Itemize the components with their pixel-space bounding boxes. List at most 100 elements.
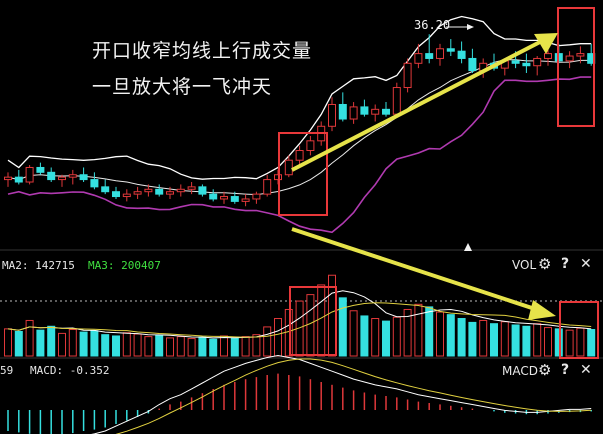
candle-body [47, 171, 56, 181]
candle [14, 169, 23, 185]
volume-bar [166, 337, 174, 357]
candle-body [382, 108, 390, 115]
volume-bar [500, 321, 509, 357]
volume-bars [4, 274, 596, 357]
volume-bar [155, 334, 164, 357]
candle-body [403, 62, 412, 89]
gear-icon[interactable]: ⚙ [538, 361, 552, 379]
volume-bar [47, 325, 56, 357]
highlight-box-volume-future [559, 301, 599, 359]
candle-body [25, 166, 34, 183]
volume-bar [220, 335, 228, 357]
candle [25, 165, 34, 185]
candle-body [565, 55, 574, 62]
candle [122, 189, 131, 202]
candle-body [176, 188, 185, 193]
volume-bar [468, 321, 477, 357]
volume-bar [565, 329, 574, 357]
candle-body [349, 106, 358, 120]
gear-icon[interactable]: ⚙ [538, 255, 552, 273]
volume-bar [14, 330, 23, 357]
candle [79, 167, 88, 183]
macd-dea-line [115, 358, 592, 434]
candle [446, 39, 455, 57]
peak-price-label: 36.20 [414, 18, 451, 32]
candle [360, 99, 369, 117]
candle-body [338, 103, 347, 120]
question-icon[interactable]: ? [561, 256, 570, 272]
candle [209, 189, 218, 202]
candle [176, 184, 185, 197]
macd-indicator-label: MACD [502, 364, 538, 378]
candle [425, 34, 434, 64]
candle [263, 174, 272, 197]
volume-ma3-label: MA3: 200407 [88, 259, 161, 272]
candle-body [166, 191, 174, 195]
volume-bar [479, 319, 488, 357]
candle-body [241, 198, 250, 202]
candle-body [122, 193, 131, 198]
volume-bar [68, 329, 77, 357]
volume-bar [576, 327, 585, 357]
volume-bar [554, 328, 563, 357]
candle [284, 155, 293, 178]
volume-bar [79, 331, 88, 357]
candle-body [187, 186, 196, 190]
close-icon[interactable]: ✕ [580, 256, 592, 272]
candle [382, 102, 390, 117]
candle-body [468, 57, 477, 72]
volume-bar [446, 314, 455, 357]
candle [187, 182, 196, 195]
candle-body [14, 176, 23, 183]
candle [371, 104, 380, 122]
close-icon[interactable]: ✕ [580, 362, 592, 378]
volume-bar [230, 337, 239, 357]
candle-body [4, 176, 12, 181]
candle [4, 172, 12, 187]
volume-bar [4, 328, 12, 357]
candle [166, 186, 174, 199]
candle [468, 48, 477, 73]
volume-ma2-label: MA2: 142715 [2, 259, 75, 272]
volume-bar [58, 332, 66, 357]
arrow-up-right [291, 33, 558, 172]
arrow-down-right [291, 227, 556, 320]
candle [36, 162, 45, 175]
candle [436, 43, 444, 66]
candle-body [230, 196, 239, 202]
volume-bar [360, 315, 369, 357]
candle [338, 92, 347, 122]
macd-value-label: MACD: -0.352 [30, 364, 110, 377]
question-icon[interactable]: ? [561, 362, 570, 378]
candle-body [209, 193, 218, 200]
candle [133, 186, 142, 199]
candle [544, 48, 552, 66]
annotation-line-2: 一旦放大将一飞冲天 [92, 76, 273, 98]
volume-bar [36, 329, 45, 357]
macd-lines [91, 354, 592, 434]
volume-bar [533, 323, 542, 357]
volume-bar [209, 338, 218, 357]
volume-bar [176, 336, 185, 357]
macd-histogram [7, 373, 592, 434]
candle [457, 41, 466, 64]
volume-bar [425, 306, 434, 357]
volume-bar [392, 316, 401, 357]
candle [565, 51, 574, 69]
volume-indicator-label: VOL [512, 258, 537, 272]
volume-bar [349, 310, 358, 357]
candle-body [112, 191, 120, 198]
volume-bar [198, 336, 207, 357]
candle-body [414, 53, 423, 64]
candle-body [133, 191, 142, 195]
candle-body [544, 53, 552, 59]
candle [155, 184, 164, 197]
candle [230, 191, 239, 204]
volume-bar [112, 335, 120, 357]
volume-bar [587, 329, 596, 357]
volume-bar [436, 311, 444, 357]
volume-bar [317, 284, 326, 357]
upper-band-line [7, 15, 592, 180]
annotation-line-1: 开口收窄均线上行成交量 [92, 40, 313, 62]
